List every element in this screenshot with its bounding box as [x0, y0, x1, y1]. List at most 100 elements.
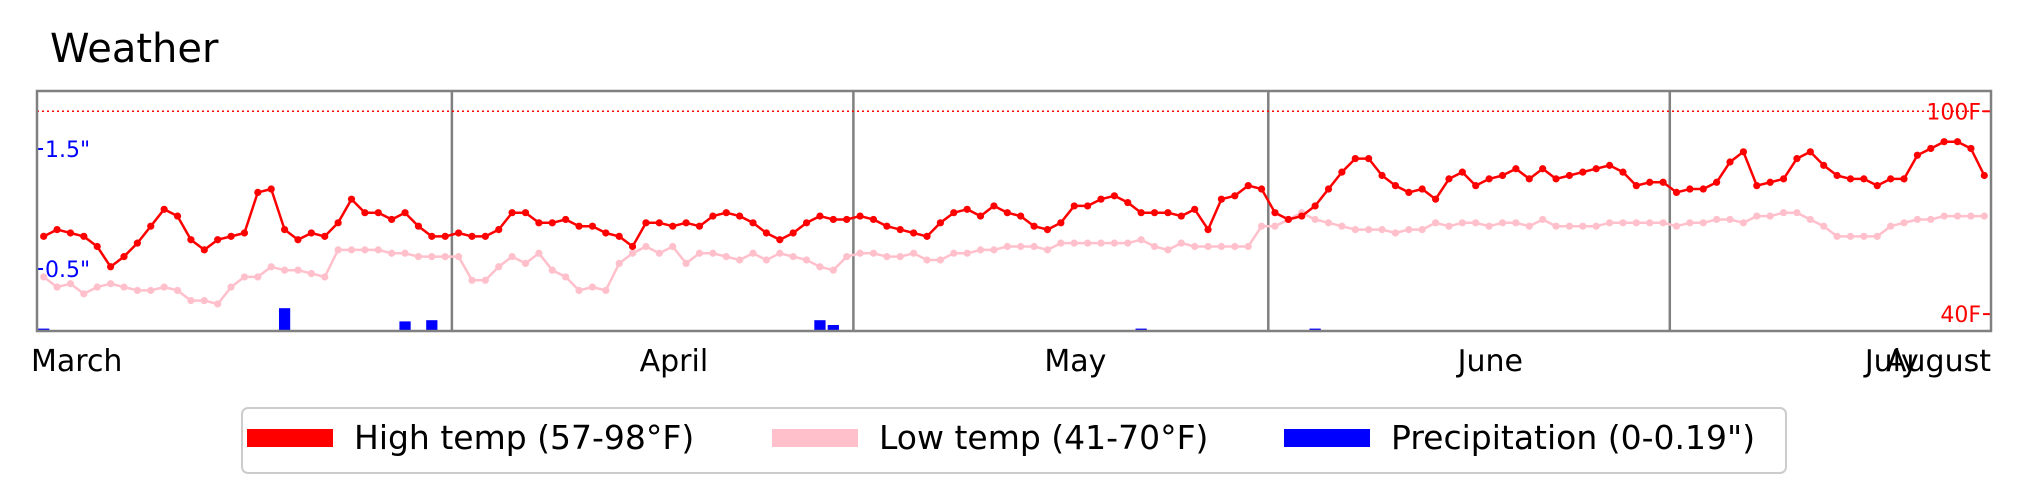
- high-temp-point: [1579, 168, 1587, 176]
- low-temp-point: [214, 300, 222, 308]
- low-temp-point: [910, 249, 918, 257]
- low-temp-point: [642, 242, 650, 251]
- low-temp-point: [1391, 229, 1400, 237]
- high-temp-point: [990, 202, 998, 210]
- low-temp-point: [1257, 222, 1266, 230]
- high-temp-point: [1324, 185, 1333, 193]
- low-temp-point: [1244, 242, 1252, 251]
- low-temp-point: [508, 253, 516, 261]
- precip-bar: [399, 321, 411, 331]
- high-temp-point: [548, 219, 556, 227]
- high-temp-point: [642, 219, 650, 227]
- low-temp-point: [1084, 239, 1092, 247]
- high-temp-point: [1298, 212, 1306, 220]
- high-temp-line: [43, 140, 1986, 269]
- high-temp-point: [120, 253, 128, 261]
- low-temp-point: [535, 249, 543, 257]
- high-temp-point: [1605, 161, 1614, 169]
- low-temp-point: [1324, 219, 1333, 227]
- low-temp-point: [1498, 219, 1507, 227]
- low-temp-point: [655, 249, 663, 257]
- high-temp-point: [1057, 219, 1065, 227]
- low-temp-point: [776, 249, 784, 257]
- low-temp-point: [1097, 239, 1105, 247]
- high-temp-point: [1860, 175, 1868, 183]
- high-temp-point: [1619, 168, 1627, 176]
- high-temp-point: [1659, 178, 1667, 186]
- high-temp-point: [495, 225, 503, 234]
- high-temp-point: [682, 219, 690, 227]
- legend: High temp (57-98°F) Low temp (41-70°F) Pre…: [241, 407, 1787, 474]
- high-temp-point: [923, 232, 931, 240]
- high-temp-point: [1284, 215, 1292, 224]
- high-temp-point: [1244, 182, 1252, 190]
- high-temp-point: [187, 236, 195, 244]
- high-temp-point: [535, 219, 543, 227]
- low-temp-point: [829, 266, 837, 274]
- high-temp-point: [1672, 188, 1681, 197]
- low-temp-point: [883, 253, 891, 261]
- high-temp-point: [1365, 155, 1373, 163]
- low-temp-point: [1659, 219, 1667, 227]
- high-temp-point: [615, 232, 623, 240]
- high-temp-point: [280, 225, 289, 234]
- low-temp-point: [1739, 219, 1748, 227]
- low-temp-point: [682, 259, 690, 267]
- high-temp-point: [1311, 202, 1319, 210]
- low-temp-point: [147, 286, 155, 295]
- low-temp-point: [1846, 232, 1855, 240]
- high-temp-point: [1793, 155, 1801, 163]
- month-label: July: [1863, 344, 1919, 379]
- low-temp-point: [454, 253, 463, 261]
- low-temp-point: [107, 280, 115, 288]
- high-temp-point: [361, 209, 369, 217]
- low-temp-point: [976, 246, 985, 254]
- low-temp-point: [1713, 215, 1721, 224]
- low-temp-point: [990, 246, 998, 254]
- high-temp-point: [40, 232, 48, 240]
- low-temp-point: [1204, 242, 1212, 251]
- low-temp-point: [1177, 239, 1185, 247]
- high-temp-point: [1391, 182, 1400, 190]
- high-temp-point: [1378, 171, 1386, 180]
- low-temp-point: [1806, 215, 1814, 224]
- low-temp-point: [80, 290, 88, 298]
- month-label: March: [31, 344, 122, 379]
- high-temp-point: [133, 239, 141, 247]
- high-temp-point: [1552, 175, 1560, 183]
- high-temp-point: [1338, 168, 1346, 176]
- precip-tick-label: 1.5": [45, 138, 90, 163]
- high-temp-point: [1646, 178, 1654, 186]
- high-temp-point: [736, 212, 744, 220]
- low-temp-point: [227, 283, 235, 291]
- high-temp-point: [1445, 175, 1453, 183]
- low-temp-point: [428, 253, 436, 261]
- low-temp-point: [1873, 232, 1881, 240]
- high-temp-point: [160, 205, 168, 213]
- high-temp-point: [762, 229, 771, 237]
- low-temp-point: [468, 276, 476, 284]
- low-temp-point: [1940, 212, 1948, 220]
- low-temp-point: [173, 286, 182, 295]
- low-temp-point: [1779, 209, 1788, 217]
- high-temp-point: [655, 219, 663, 227]
- low-temp-point: [869, 249, 878, 257]
- low-temp-point: [1485, 222, 1493, 230]
- low-temp-point: [789, 253, 797, 261]
- low-temp-point: [1699, 219, 1707, 227]
- legend-entry-high-temp: High temp (57-98°F): [354, 418, 694, 457]
- low-temp-point: [1003, 242, 1011, 251]
- high-temp-point: [1070, 202, 1078, 210]
- low-temp-point: [1753, 212, 1761, 220]
- low-temp-point: [120, 283, 128, 291]
- high-temp-point: [789, 229, 797, 237]
- high-temp-point: [695, 222, 704, 230]
- high-temp-point: [414, 222, 423, 230]
- high-temp-point: [1967, 144, 1975, 153]
- low-temp-point: [1592, 222, 1600, 230]
- low-temp-point: [1124, 239, 1132, 247]
- low-temp-point: [1565, 222, 1574, 230]
- low-temp-point: [495, 263, 503, 271]
- high-temp-point: [963, 205, 971, 213]
- high-temp-point: [1820, 161, 1828, 169]
